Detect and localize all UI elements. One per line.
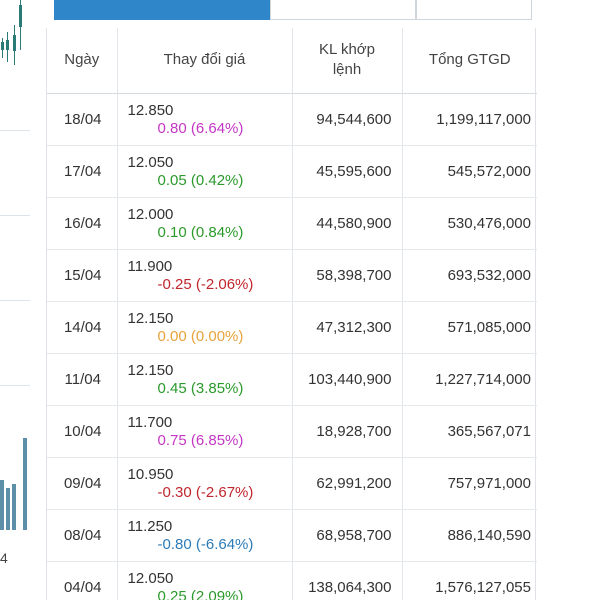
cell-price-change: 12.050 0.25 (2.09%) [117, 561, 293, 600]
chart-strip: 4 [0, 0, 46, 600]
cell-date: 17/04 [47, 145, 118, 198]
tab-2[interactable] [270, 0, 416, 20]
cell-volume: 138,064,300 [292, 561, 403, 600]
candle [19, 5, 22, 27]
cell-price: 12.050 [127, 154, 174, 171]
cell-price: 12.150 [127, 362, 174, 379]
cell-total-value: 530,476,000 [402, 197, 537, 250]
table-row: 14/04 12.150 0.00 (0.00%) 47,312,300 571,085… [47, 301, 537, 354]
cell-price: 11.900 [127, 258, 173, 275]
cell-volume: 94,544,600 [292, 93, 403, 146]
cell-total-value: 1,199,117,000 [402, 93, 537, 146]
cell-date: 11/04 [47, 353, 118, 406]
candle [6, 40, 9, 50]
cell-volume: 58,398,700 [292, 249, 403, 302]
cell-total-value: 545,572,000 [402, 145, 537, 198]
price-history-table: Ngày Thay đổi giá KL khớp lệnh Tổng GTGD… [47, 28, 537, 600]
cell-date: 14/04 [47, 301, 118, 354]
cell-volume: 47,312,300 [292, 301, 403, 354]
header-volume-line1: KL khớp [319, 41, 375, 59]
table-row: 08/04 11.250 -0.80 (-6.64%) 68,958,700 886,1… [47, 509, 537, 562]
cell-date: 09/04 [47, 457, 118, 510]
table-row: 18/04 12.850 0.80 (6.64%) 94,544,600 1,199,1… [47, 93, 537, 146]
cell-volume: 62,991,200 [292, 457, 403, 510]
tab-3[interactable] [416, 0, 532, 20]
cell-price: 10.950 [127, 466, 174, 483]
cell-change-value: 0.45 (3.85%) [157, 380, 244, 397]
cell-price: 12.000 [127, 206, 174, 223]
cell-change-value: 0.80 (6.64%) [157, 120, 244, 137]
tab-active[interactable] [54, 0, 270, 20]
cell-date: 10/04 [47, 405, 118, 458]
tab-bar [54, 0, 532, 20]
cell-total-value: 1,227,714,000 [402, 353, 537, 406]
cell-price-change: 11.700 0.75 (6.85%) [117, 405, 293, 458]
table-row: 17/04 12.050 0.05 (0.42%) 45,595,600 545,572… [47, 145, 537, 198]
cell-total-value: 571,085,000 [402, 301, 537, 354]
cell-date: 04/04 [47, 561, 118, 600]
table-header-row: Ngày Thay đổi giá KL khớp lệnh Tổng GTGD [47, 28, 537, 94]
cell-volume: 44,580,900 [292, 197, 403, 250]
cell-change-value: 0.00 (0.00%) [157, 328, 244, 345]
cell-price: 11.250 [127, 518, 173, 535]
table-row: 10/04 11.700 0.75 (6.85%) 18,928,700 365,567… [47, 405, 537, 458]
cell-price-change: 12.150 0.00 (0.00%) [117, 301, 293, 354]
grid-line [0, 385, 30, 386]
cell-price: 12.850 [127, 102, 174, 119]
cell-volume: 68,958,700 [292, 509, 403, 562]
table-row: 04/04 12.050 0.25 (2.09%) 138,064,300 1,576,… [47, 561, 537, 600]
cell-volume: 18,928,700 [292, 405, 403, 458]
axis-label: 4 [0, 550, 8, 566]
cell-price-change: 10.950 -0.30 (-2.67%) [117, 457, 293, 510]
cell-change-value: -0.80 (-6.64%) [157, 536, 254, 553]
cell-total-value: 365,567,071 [402, 405, 537, 458]
cell-change-value: 0.10 (0.84%) [157, 224, 244, 241]
header-date: Ngày [47, 28, 118, 94]
cell-change-value: 0.25 (2.09%) [157, 588, 244, 600]
cell-change-value: 0.05 (0.42%) [157, 172, 244, 189]
cell-volume: 45,595,600 [292, 145, 403, 198]
header-matched-volume: KL khớp lệnh [292, 28, 403, 94]
header-total-value: Tổng GTGD [402, 28, 537, 94]
table-row: 15/04 11.900 -0.25 (-2.06%) 58,398,700 693,5… [47, 249, 537, 302]
header-volume-line2: lệnh [332, 61, 362, 79]
volume-bar [12, 484, 16, 530]
cell-price-change: 11.250 -0.80 (-6.64%) [117, 509, 293, 562]
volume-bar [6, 488, 10, 530]
cell-volume: 103,440,900 [292, 353, 403, 406]
grid-line [0, 130, 30, 131]
cell-price-change: 12.150 0.45 (3.85%) [117, 353, 293, 406]
cell-total-value: 886,140,590 [402, 509, 537, 562]
cell-price: 12.150 [127, 310, 174, 327]
cell-total-value: 693,532,000 [402, 249, 537, 302]
cell-date: 08/04 [47, 509, 118, 562]
grid-line [0, 215, 30, 216]
header-price-change: Thay đổi giá [117, 28, 293, 94]
cell-change-value: 0.75 (6.85%) [157, 432, 244, 449]
candle [13, 35, 16, 51]
volume-bar [0, 480, 4, 530]
price-history-table-container: Ngày Thay đổi giá KL khớp lệnh Tổng GTGD… [46, 28, 537, 600]
cell-date: 16/04 [47, 197, 118, 250]
volume-bar [23, 438, 27, 530]
cell-price-change: 12.850 0.80 (6.64%) [117, 93, 293, 146]
cell-price-change: 12.000 0.10 (0.84%) [117, 197, 293, 250]
cell-total-value: 1,576,127,055 [402, 561, 537, 600]
grid-line [0, 300, 30, 301]
cell-date: 15/04 [47, 249, 118, 302]
cell-price-change: 11.900 -0.25 (-2.06%) [117, 249, 293, 302]
candle [1, 42, 4, 50]
table-row: 16/04 12.000 0.10 (0.84%) 44,580,900 530,476… [47, 197, 537, 250]
cell-price: 12.050 [127, 570, 174, 587]
cell-change-value: -0.30 (-2.67%) [157, 484, 254, 501]
table-row: 11/04 12.150 0.45 (3.85%) 103,440,900 1,227,… [47, 353, 537, 406]
table-row: 09/04 10.950 -0.30 (-2.67%) 62,991,200 757,9… [47, 457, 537, 510]
cell-price-change: 12.050 0.05 (0.42%) [117, 145, 293, 198]
cell-price: 11.700 [127, 414, 173, 431]
cell-total-value: 757,971,000 [402, 457, 537, 510]
cell-change-value: -0.25 (-2.06%) [157, 276, 254, 293]
cell-date: 18/04 [47, 93, 118, 146]
